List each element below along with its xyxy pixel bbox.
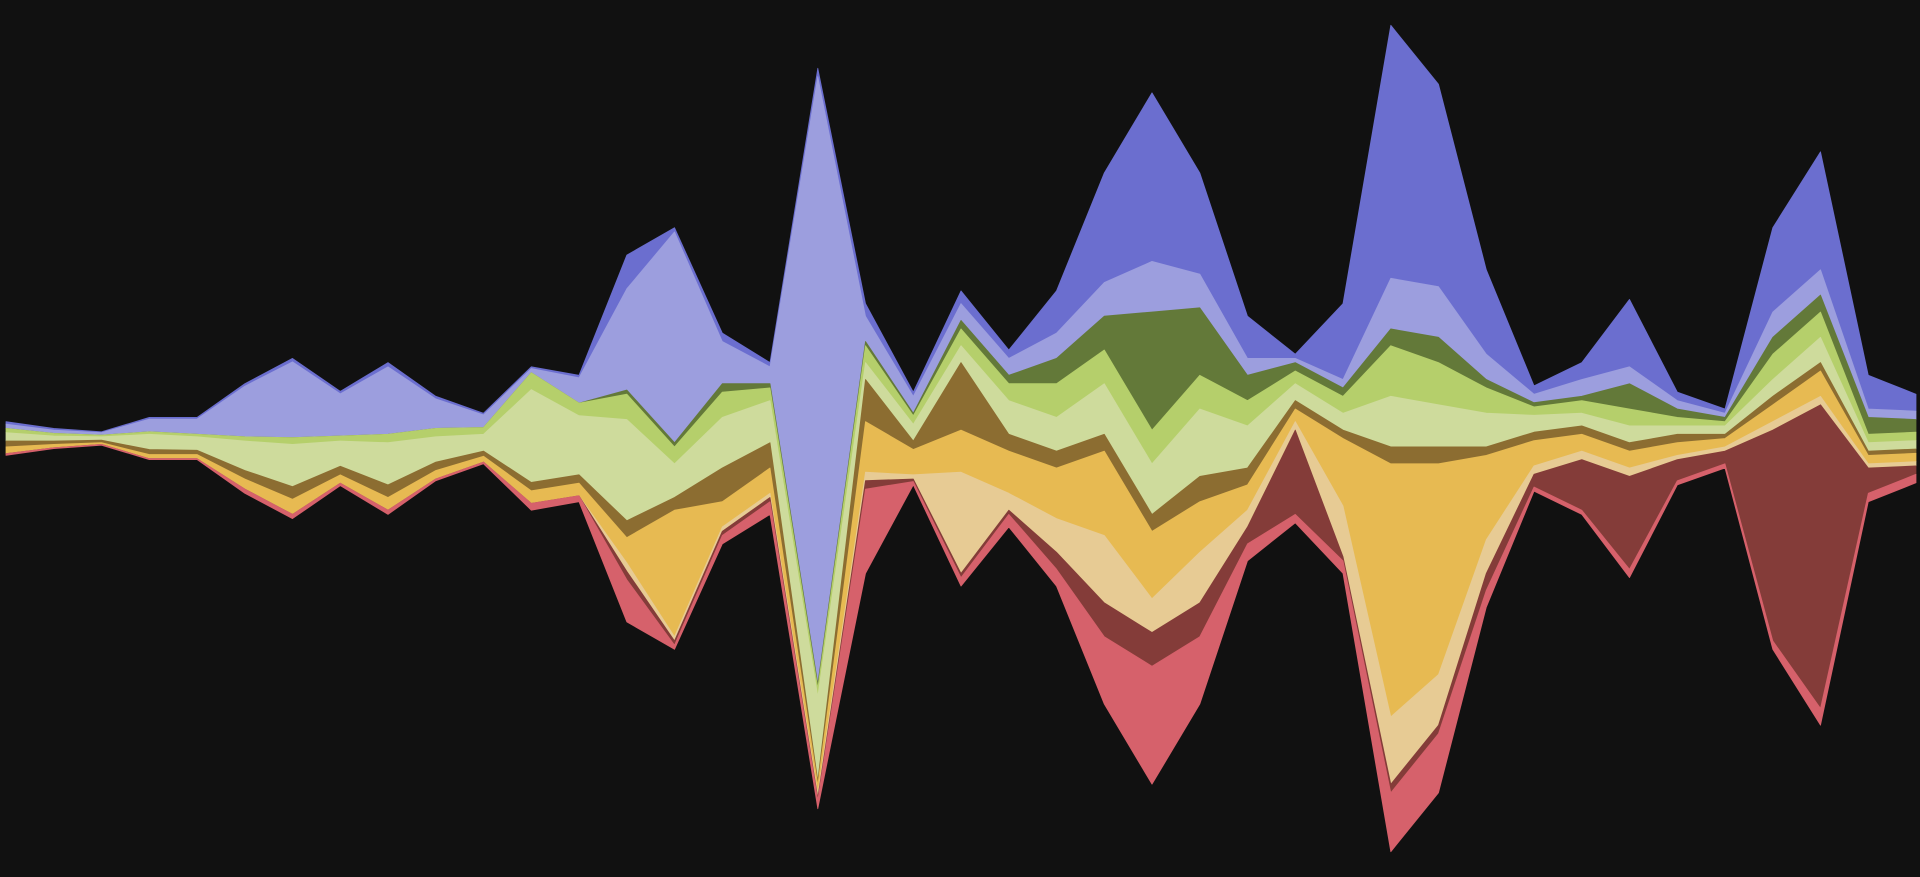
stream-layer xyxy=(5,444,1917,853)
